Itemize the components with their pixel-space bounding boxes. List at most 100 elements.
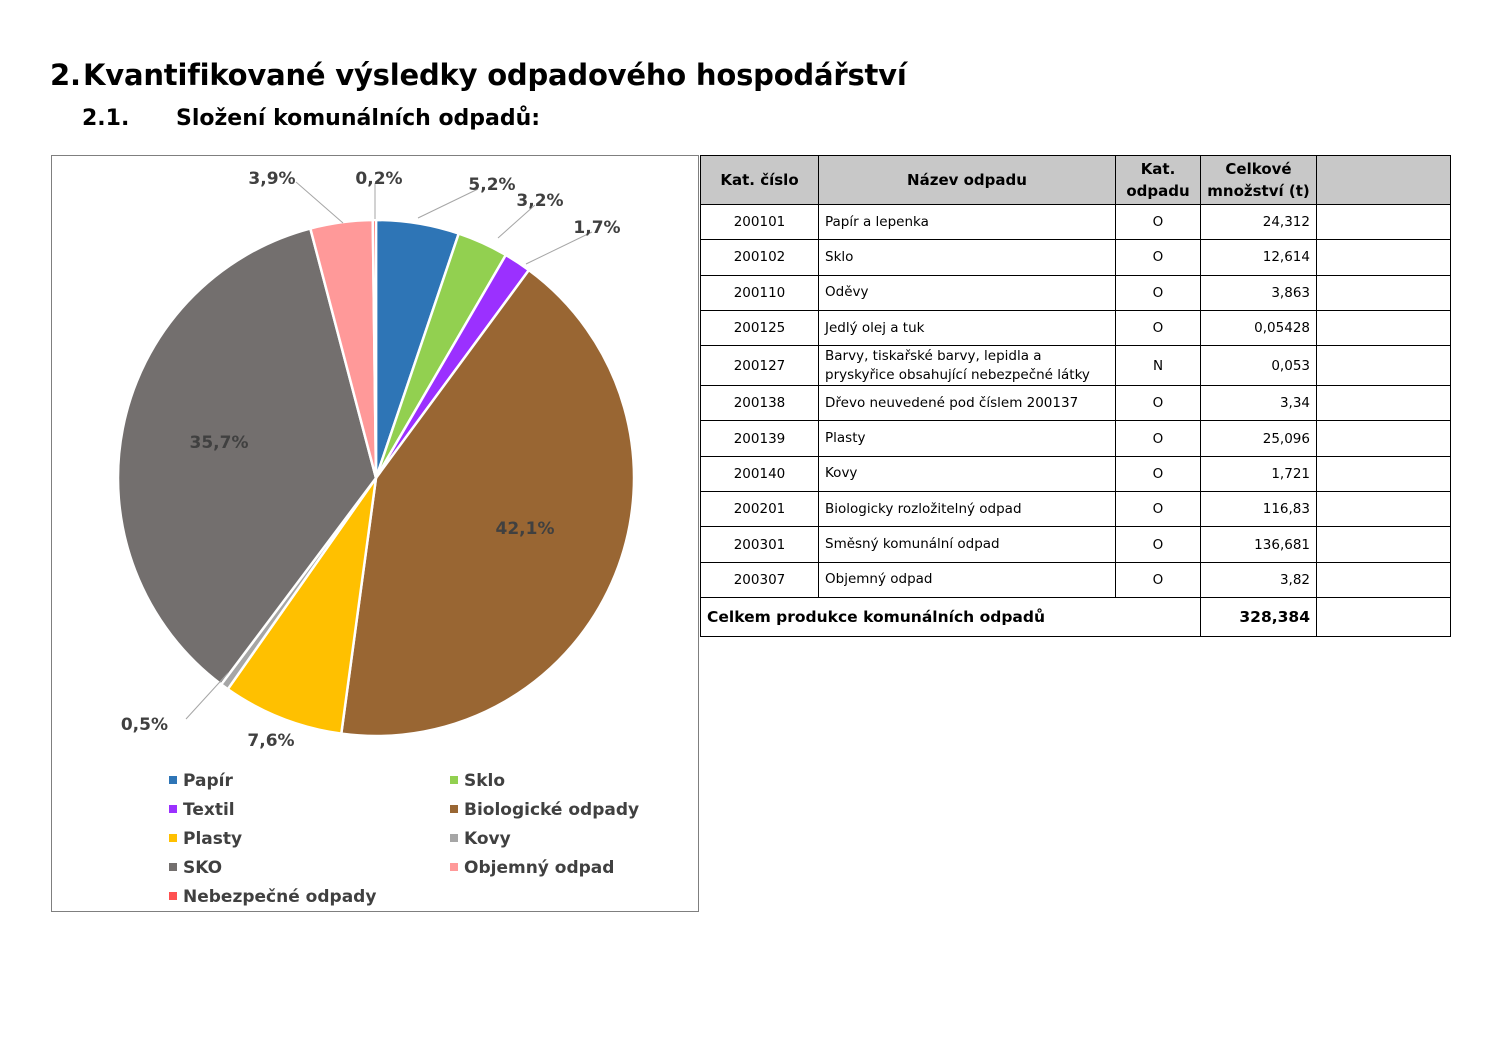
legend-swatch: [450, 863, 458, 871]
pie-slice: [116, 226, 378, 687]
cell-empty: [1316, 596, 1451, 637]
leader-line: [185, 672, 229, 720]
data-label: 7,6%: [247, 731, 294, 751]
table-body: 200101 Papír a lepenka O 24,312 200102 Sklo O 1…: [700, 203, 1451, 637]
cell-category: O: [1115, 420, 1201, 457]
cell-empty: [1316, 491, 1451, 528]
table-row: 200125 Jedlý olej a tuk O 0,05428: [700, 309, 1451, 347]
legend-item: Kovy: [450, 829, 511, 849]
legend-swatch: [450, 776, 458, 784]
legend-label: SKO: [183, 858, 223, 878]
cell-code: 200139: [700, 420, 819, 457]
legend-label: Papír: [183, 771, 233, 791]
pie-slice: [226, 477, 378, 736]
data-label: 42,1%: [496, 519, 555, 539]
cell-amount: 24,312: [1200, 203, 1317, 241]
legend-item: Plasty: [169, 829, 242, 849]
cell-category: N: [1115, 345, 1201, 387]
cell-amount: 136,681: [1200, 526, 1317, 563]
pie-slice: [339, 268, 636, 738]
table-row: 200110 Oděvy O 3,863: [700, 274, 1451, 311]
cell-name: Oděvy: [818, 274, 1116, 311]
cell-name: Směsný komunální odpad: [818, 526, 1116, 563]
cell-name: Dřevo neuvedené pod číslem 200137: [818, 385, 1116, 422]
legend-label: Plasty: [183, 829, 243, 849]
legend-swatch: [169, 805, 177, 813]
cell-amount: 0,053: [1200, 345, 1317, 387]
legend-item: Objemný odpad: [450, 858, 614, 878]
legend-item: Sklo: [450, 771, 505, 791]
cell-name: Objemný odpad: [818, 561, 1116, 598]
cell-empty: [1316, 526, 1451, 563]
section-title: Kvantifikované výsledky odpadového hospo…: [83, 58, 907, 92]
cell-code: 200201: [700, 491, 819, 528]
legend-item: Textil: [169, 800, 235, 820]
cell-code: 200307: [700, 561, 819, 598]
legend-label: Objemný odpad: [464, 858, 615, 878]
cell-code: 200125: [700, 309, 819, 347]
cell-amount: 3,82: [1200, 561, 1317, 598]
header-code: Kat. číslo: [700, 155, 819, 205]
cell-code: 200110: [700, 274, 819, 311]
total-row: Celkem produkce komunálních odpadů 328,38…: [700, 596, 1451, 637]
cell-amount: 3,34: [1200, 385, 1317, 422]
legend-swatch: [169, 834, 177, 842]
cell-amount: 116,83: [1200, 491, 1317, 528]
cell-code: 200301: [700, 526, 819, 563]
header-empty: [1316, 155, 1451, 205]
cell-code: 200127: [700, 345, 819, 387]
cell-amount: 1,721: [1200, 455, 1317, 493]
table-row: 200301 Směsný komunální odpad O 136,681: [700, 526, 1451, 563]
legend-swatch: [169, 863, 177, 871]
cell-category: O: [1115, 491, 1201, 528]
table-row: 200102 Sklo O 12,614: [700, 239, 1451, 276]
cell-empty: [1316, 561, 1451, 598]
data-label: 1,7%: [573, 218, 620, 238]
data-label: 35,7%: [190, 433, 249, 453]
cell-category: O: [1115, 274, 1201, 311]
table-row: 200101 Papír a lepenka O 24,312: [700, 203, 1451, 241]
data-label: 5,2%: [468, 175, 515, 195]
table-row: 200139 Plasty O 25,096: [700, 420, 1451, 457]
cell-name: Plasty: [818, 420, 1116, 457]
cell-name: Papír a lepenka: [818, 203, 1116, 241]
table-row: 200307 Objemný odpad O 3,82: [700, 561, 1451, 598]
legend-swatch: [169, 776, 177, 784]
cell-code: 200101: [700, 203, 819, 241]
leader-line: [525, 231, 593, 265]
legend-label: Textil: [183, 800, 235, 820]
legend-swatch: [169, 892, 177, 900]
cell-amount: 12,614: [1200, 239, 1317, 276]
table-row: 200127 Barvy, tiskařské barvy, lepidla a …: [700, 345, 1451, 387]
legend-item: Biologické odpady: [450, 800, 639, 820]
leader-line: [295, 181, 344, 224]
total-label: Celkem produkce komunálních odpadů: [700, 596, 1201, 637]
cell-code: 200140: [700, 455, 819, 493]
table-header-row: Kat. číslo Název odpadu Kat. odpadu Celk…: [700, 155, 1451, 205]
pie-chart-frame: 5,2% 3,2% 1,7% 42,1% 7,6% 0,5% 35,7% 3,9% 0,2% P…: [51, 155, 699, 912]
pie-chart: 5,2%3,2% 1,7% 42,1% 7,6% 0,5% 35,7% 3,9% 0,2%: [116, 169, 636, 751]
cell-category: O: [1115, 561, 1201, 598]
cell-empty: [1316, 455, 1451, 493]
data-label: 0,2%: [355, 169, 402, 189]
legend-label: Nebezpečné odpady: [183, 887, 377, 907]
cell-name: Jedlý olej a tuk: [818, 309, 1116, 347]
cell-category: O: [1115, 385, 1201, 422]
cell-code: 200138: [700, 385, 819, 422]
data-label: 0,5%: [121, 715, 168, 735]
cell-category: O: [1115, 455, 1201, 493]
table-row: 200201 Biologicky rozložitelný odpad O 116,…: [700, 491, 1451, 528]
total-amount: 328,384: [1200, 596, 1317, 637]
cell-category: O: [1115, 239, 1201, 276]
cell-name: Kovy: [818, 455, 1116, 493]
cell-amount: 0,05428: [1200, 309, 1317, 347]
pie-slice: [371, 218, 378, 479]
subsection-number: 2.1.: [82, 106, 130, 131]
section-heading: 2.Kvantifikované výsledky odpadového hos…: [50, 58, 907, 92]
cell-empty: [1316, 345, 1451, 387]
table-row: 200138 Dřevo neuvedené pod číslem 200137 O…: [700, 385, 1451, 422]
subsection-heading: 2.1. Složení komunálních odpadů:: [82, 106, 540, 131]
header-amount: Celkové množství (t): [1200, 155, 1317, 205]
legend-swatch: [450, 805, 458, 813]
legend-label: Biologické odpady: [464, 800, 640, 820]
